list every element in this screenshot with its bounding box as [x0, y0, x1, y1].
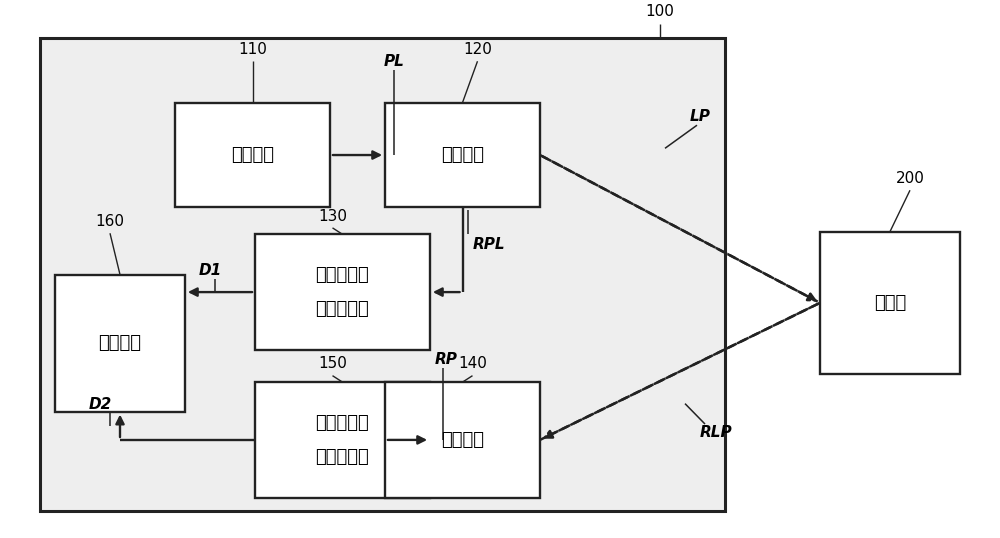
Text: D2: D2: [88, 398, 112, 412]
Text: 驱动电路: 驱动电路: [231, 146, 274, 164]
Text: 200: 200: [896, 171, 924, 186]
Text: 感测物: 感测物: [874, 294, 906, 312]
Text: 110: 110: [238, 42, 267, 57]
Text: RLP: RLP: [700, 425, 733, 440]
Text: LP: LP: [690, 109, 711, 124]
Text: 140: 140: [458, 356, 487, 371]
FancyBboxPatch shape: [55, 274, 185, 412]
FancyBboxPatch shape: [385, 103, 540, 208]
Text: RP: RP: [435, 352, 458, 367]
Text: 第二时间至: 第二时间至: [316, 414, 369, 431]
FancyBboxPatch shape: [175, 103, 330, 208]
FancyBboxPatch shape: [255, 382, 430, 498]
Text: 数字转换器: 数字转换器: [316, 448, 369, 466]
FancyBboxPatch shape: [385, 382, 540, 498]
Text: 数字转换器: 数字转换器: [316, 300, 369, 318]
Text: 100: 100: [646, 4, 674, 19]
Text: 处理电路: 处理电路: [98, 334, 142, 352]
Text: PL: PL: [384, 54, 405, 69]
FancyBboxPatch shape: [255, 235, 430, 350]
Text: 感测光源: 感测光源: [441, 146, 484, 164]
Text: 120: 120: [463, 42, 492, 57]
FancyBboxPatch shape: [820, 232, 960, 374]
Text: 第一时间至: 第一时间至: [316, 266, 369, 284]
Text: 130: 130: [318, 209, 347, 224]
Text: 150: 150: [318, 356, 347, 371]
FancyBboxPatch shape: [40, 38, 725, 511]
Text: 160: 160: [96, 214, 124, 229]
Text: RPL: RPL: [473, 237, 505, 252]
Text: D1: D1: [198, 263, 222, 278]
Text: 感测像素: 感测像素: [441, 431, 484, 449]
